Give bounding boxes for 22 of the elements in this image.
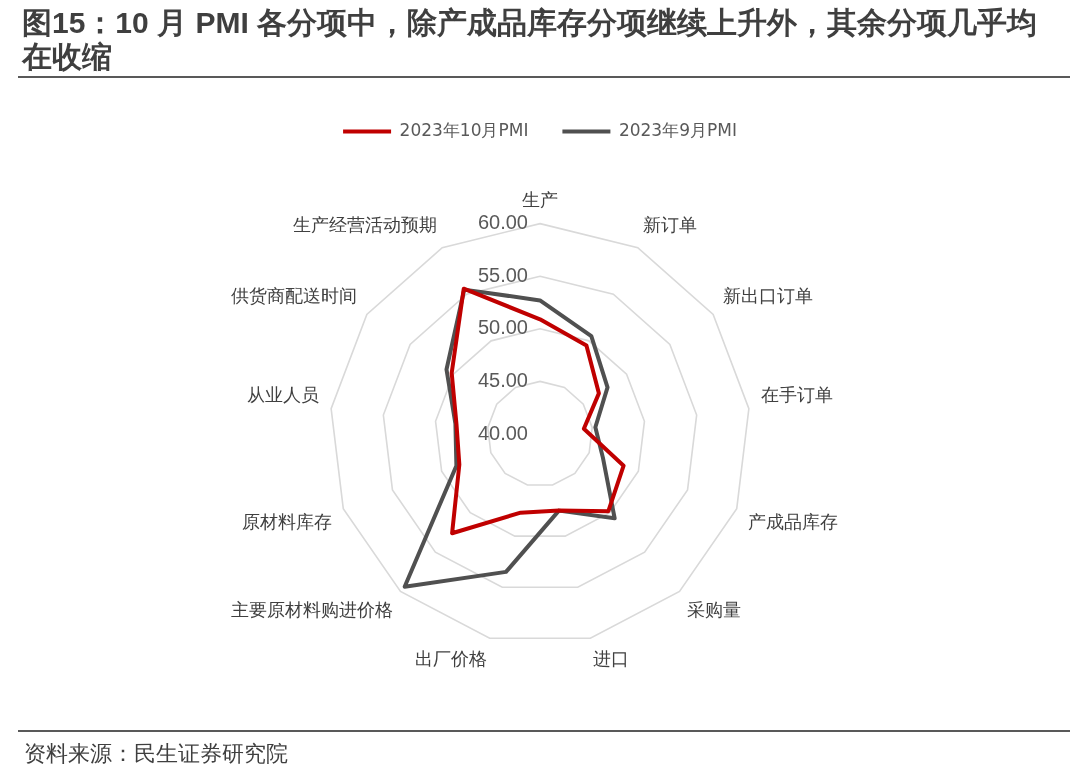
spoke-label: 主要原材料购进价格 xyxy=(230,600,393,620)
spoke-label: 产成品库存 xyxy=(747,512,838,533)
y-tick-label: 50.00 xyxy=(477,316,528,339)
spoke-label: 原材料库存 xyxy=(242,512,333,533)
y-tick-label: 40.00 xyxy=(477,421,528,444)
spoke-label: 从业人员 xyxy=(247,385,320,406)
spoke-label: 出厂价格 xyxy=(414,649,487,670)
spoke-label: 生产 xyxy=(522,189,558,210)
spoke-label: 生产经营活动预期 xyxy=(292,215,437,236)
spoke-label: 新出口订单 xyxy=(723,285,814,306)
spoke-label: 在手订单 xyxy=(760,385,833,406)
spoke-label: 新订单 xyxy=(643,215,698,236)
text: 资料来源：民生证券研究院 xyxy=(24,740,288,768)
y-tick-label: 55.00 xyxy=(477,263,528,286)
legend-label: 2023年10月PMI xyxy=(399,119,529,140)
spoke-label: 采购量 xyxy=(687,600,742,620)
legend-label: 2023年9月PMI xyxy=(618,119,737,140)
spoke-label: 供货商配送时间 xyxy=(230,285,357,306)
chart-title: 图15：10 月 PMI 各分项中，除产成品库存分项继续上升外，其余分项几乎均在收缩 xyxy=(22,6,1039,74)
spoke-label: 进口 xyxy=(593,649,630,670)
y-tick-label: 60.00 xyxy=(477,211,528,234)
y-tick-label: 45.00 xyxy=(477,368,528,391)
